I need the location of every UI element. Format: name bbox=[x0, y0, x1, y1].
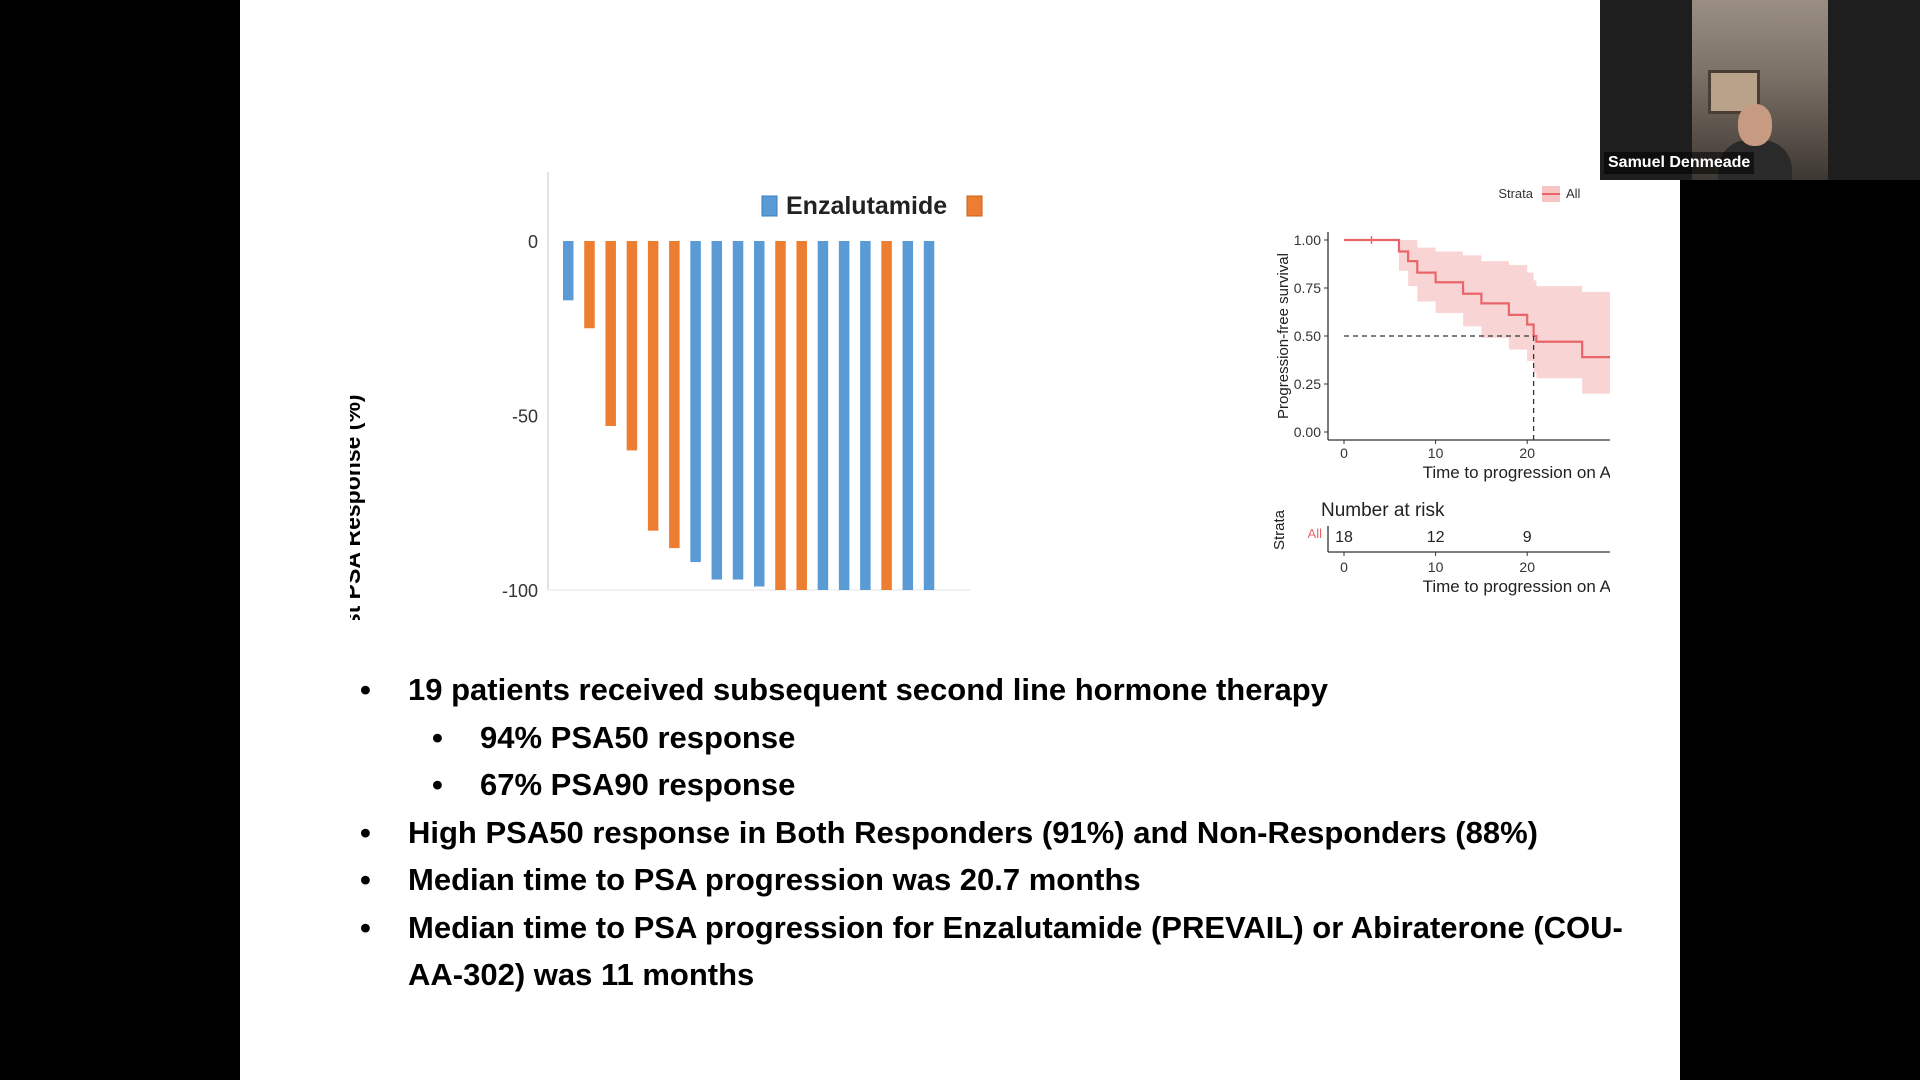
legend-swatch-abiraterone bbox=[966, 195, 983, 217]
bullet-glyph: • bbox=[360, 909, 371, 945]
risk-count: 18 bbox=[1335, 529, 1353, 546]
km-legend-title: Strata bbox=[1498, 186, 1533, 201]
km-x-axis-title: Time to progression on Abi/Enza (months) bbox=[1423, 463, 1610, 482]
km-y-tick-label: 0.50 bbox=[1294, 328, 1321, 344]
bullet-list: • 19 patients received subsequent second … bbox=[360, 666, 1660, 999]
bar bbox=[923, 241, 935, 590]
bullet-item: • Median time to PSA progression for Enza… bbox=[360, 904, 1660, 999]
participant-name: Samuel Denmeade bbox=[1604, 152, 1755, 174]
confidence-band bbox=[1344, 240, 1610, 394]
bar bbox=[732, 241, 744, 580]
bullet-text: 67% PSA90 response bbox=[480, 767, 796, 802]
bullet-text: 19 patients received subsequent second l… bbox=[408, 672, 1328, 707]
risk-strata-label: All bbox=[1308, 526, 1323, 541]
legend-swatch-enzalutamide bbox=[761, 195, 778, 217]
y-axis-title: Best PSA Response (%) bbox=[350, 394, 365, 620]
bullet-text: 94% PSA50 response bbox=[480, 719, 796, 755]
participant-head bbox=[1738, 104, 1772, 146]
bullet-item: • 19 patients received subsequent second … bbox=[360, 666, 1660, 714]
bar bbox=[669, 241, 680, 549]
bar bbox=[584, 241, 595, 329]
psa-waterfall-chart: 0 -50 -100 Best PSA Response (%) Enzalutami… bbox=[350, 172, 983, 620]
bar bbox=[796, 241, 807, 590]
km-legend-label: All bbox=[1566, 186, 1581, 201]
km-x-tick-label: 20 bbox=[1519, 445, 1535, 461]
bar bbox=[775, 241, 786, 590]
km-y-tick-label: 0.75 bbox=[1294, 280, 1321, 296]
bullet-item: • High PSA50 response in Both Responders … bbox=[360, 809, 1660, 857]
km-x-tick-label: 10 bbox=[1428, 445, 1444, 461]
km-y-tick-label: 0.00 bbox=[1294, 424, 1321, 440]
bar bbox=[563, 241, 574, 301]
bullet-text: Median time to PSA progression was 20.7 … bbox=[408, 862, 1141, 897]
bar bbox=[881, 241, 892, 590]
km-x-tick-label: 0 bbox=[1340, 445, 1348, 461]
bar bbox=[647, 241, 659, 531]
bullet-glyph: • bbox=[360, 814, 371, 850]
risk-table-title: Number at risk bbox=[1321, 500, 1445, 521]
bullet-glyph: • bbox=[360, 862, 371, 897]
bullet-text: Median time to PSA progression for Enzal… bbox=[408, 909, 1623, 993]
survival-curve bbox=[1344, 238, 1610, 359]
risk-y-axis-title: Strata bbox=[1271, 509, 1288, 550]
risk-count: 12 bbox=[1427, 529, 1445, 546]
legend-label-enzalutamide: Enzalutamide bbox=[786, 192, 947, 220]
km-y-tick-label: 1.00 bbox=[1294, 232, 1321, 248]
presentation-slide: 0 -50 -100 Best PSA Response (%) Enzalutami… bbox=[240, 0, 1680, 1080]
risk-x-tick-label: 10 bbox=[1428, 559, 1444, 575]
bullet-glyph: • bbox=[432, 767, 443, 802]
bar bbox=[754, 241, 765, 587]
km-y-tick-label: 0.25 bbox=[1294, 376, 1321, 392]
risk-count: 9 bbox=[1523, 529, 1532, 546]
risk-x-axis-title: Time to progression on Abi/Enza (months) bbox=[1423, 577, 1610, 596]
bar bbox=[838, 241, 850, 590]
y-tick-label: -100 bbox=[502, 581, 538, 601]
y-tick-label: -50 bbox=[512, 407, 538, 427]
bullet-glyph: • bbox=[432, 719, 443, 755]
sub-bullet-item: • 67% PSA90 response bbox=[360, 761, 1660, 809]
kaplan-meier-chart: 1.000.750.500.250.0001020304050Progressi… bbox=[1271, 186, 1610, 596]
bar bbox=[817, 241, 829, 590]
participant-video-tile[interactable]: Samuel Denmeade bbox=[1600, 0, 1920, 180]
bar bbox=[860, 241, 871, 590]
sub-bullet-item: • 94% PSA50 response bbox=[360, 714, 1660, 762]
bar bbox=[902, 241, 914, 590]
bullet-text: High PSA50 response in Both Responders (… bbox=[408, 814, 1538, 850]
bar bbox=[626, 241, 638, 451]
risk-x-tick-label: 20 bbox=[1519, 559, 1535, 575]
bullet-item: • Median time to PSA progression was 20.7… bbox=[360, 856, 1660, 904]
risk-x-tick-label: 0 bbox=[1340, 559, 1348, 575]
bullet-glyph: • bbox=[360, 672, 371, 707]
bar bbox=[711, 241, 723, 580]
y-tick-label: 0 bbox=[528, 232, 538, 252]
bar bbox=[690, 241, 701, 563]
km-y-axis-title: Progression-free survival bbox=[1275, 253, 1292, 419]
bar bbox=[605, 241, 616, 426]
